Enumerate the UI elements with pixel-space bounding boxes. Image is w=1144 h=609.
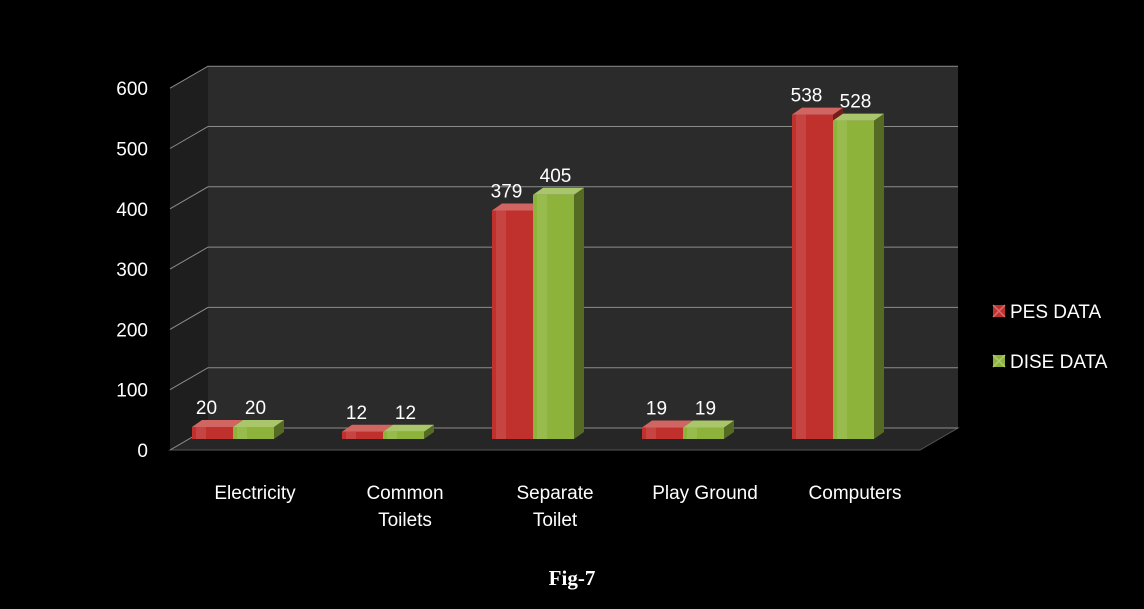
bar-highlight: [237, 426, 247, 439]
y-tick-label: 500: [116, 140, 148, 161]
legend-label: DISE DATA: [1010, 352, 1108, 373]
x-axis-categories: Electricity Common Toilets Separate Toilet Pl…: [214, 483, 901, 531]
category-label-line: Toilets: [378, 510, 432, 531]
y-tick-label: 600: [116, 79, 148, 100]
bar-front: [342, 431, 383, 439]
bar-top: [642, 420, 693, 428]
bar-highlight: [646, 427, 656, 439]
legend-item: PES DATA: [992, 302, 1101, 323]
bar-side: [424, 424, 434, 439]
bar-dise: [383, 424, 434, 439]
y-tick-label: 400: [116, 200, 148, 221]
bar-top: [792, 107, 843, 115]
data-label: 20: [196, 398, 217, 419]
data-label: 20: [245, 398, 266, 419]
gridline: [169, 306, 958, 330]
bar-top: [383, 424, 434, 432]
data-label: 528: [840, 92, 872, 113]
gridline: [169, 246, 958, 270]
data-label: 12: [346, 403, 367, 424]
bar-dise: [233, 419, 284, 439]
gridline: [169, 65, 958, 89]
gridline: [169, 367, 958, 391]
data-label: 405: [540, 166, 572, 187]
bar-highlight: [387, 431, 397, 439]
data-label: 19: [695, 399, 716, 420]
y-tick-label: 300: [116, 260, 148, 281]
bar-top: [192, 419, 243, 427]
bar-dise: [833, 113, 884, 439]
bar-dise: [533, 187, 584, 439]
bar-highlight: [537, 194, 547, 439]
category-label-line: Toilet: [533, 510, 578, 531]
category-label-line: Separate: [516, 483, 593, 504]
category-label-line: Common: [366, 483, 443, 504]
bar-side: [274, 419, 284, 439]
bar-top: [342, 424, 393, 432]
bar-highlight: [796, 114, 806, 439]
data-label: 12: [395, 403, 416, 424]
bar-dise: [683, 420, 734, 439]
legend: PES DATA DISE DATA: [992, 302, 1108, 373]
bar-front: [642, 427, 683, 439]
y-tick-label: 0: [137, 441, 148, 462]
category-label-line: Electricity: [214, 483, 296, 504]
category-label-line: Play Ground: [652, 483, 758, 504]
bar-top: [233, 419, 284, 427]
gridline: [169, 126, 958, 149]
bar-top: [683, 420, 734, 428]
bar-side: [874, 113, 884, 439]
category-label: Play Ground: [652, 483, 758, 504]
category-label: Common Toilets: [366, 483, 443, 531]
category-label: Separate Toilet: [516, 483, 593, 531]
bar-side: [724, 420, 734, 439]
bar-highlight: [196, 426, 206, 439]
data-label: 538: [791, 86, 823, 107]
bar-top: [492, 203, 543, 211]
bar-front: [683, 427, 724, 439]
figure-caption: Fig-7: [548, 566, 596, 590]
data-label: 379: [491, 181, 523, 202]
legend-swatch-mark: [992, 354, 1006, 368]
bar-front: [383, 431, 424, 439]
y-tick-label: 200: [116, 320, 148, 341]
category-label-line: Computers: [809, 483, 902, 504]
y-tick-label: 100: [116, 381, 148, 402]
bar-highlight: [687, 427, 697, 439]
bar-highlight: [496, 210, 506, 439]
bar-side: [574, 187, 584, 439]
gridlines: [169, 65, 958, 451]
category-label: Electricity: [214, 483, 296, 504]
legend-swatch-mark: [992, 304, 1006, 318]
data-labels: 20 20 12 12 379 405 19 19 538 528: [196, 86, 871, 424]
category-label: Computers: [809, 483, 902, 504]
data-label: 19: [646, 399, 667, 420]
bars: [192, 107, 884, 439]
legend-item: DISE DATA: [992, 352, 1108, 373]
bar-top: [833, 113, 884, 121]
gridline: [169, 186, 958, 210]
bar-highlight: [346, 431, 356, 439]
bar-top: [533, 187, 584, 195]
y-axis-ticks: 0 100 200 300 400 500 600: [116, 79, 148, 462]
bar-highlight: [837, 120, 847, 439]
legend-label: PES DATA: [1010, 302, 1101, 323]
